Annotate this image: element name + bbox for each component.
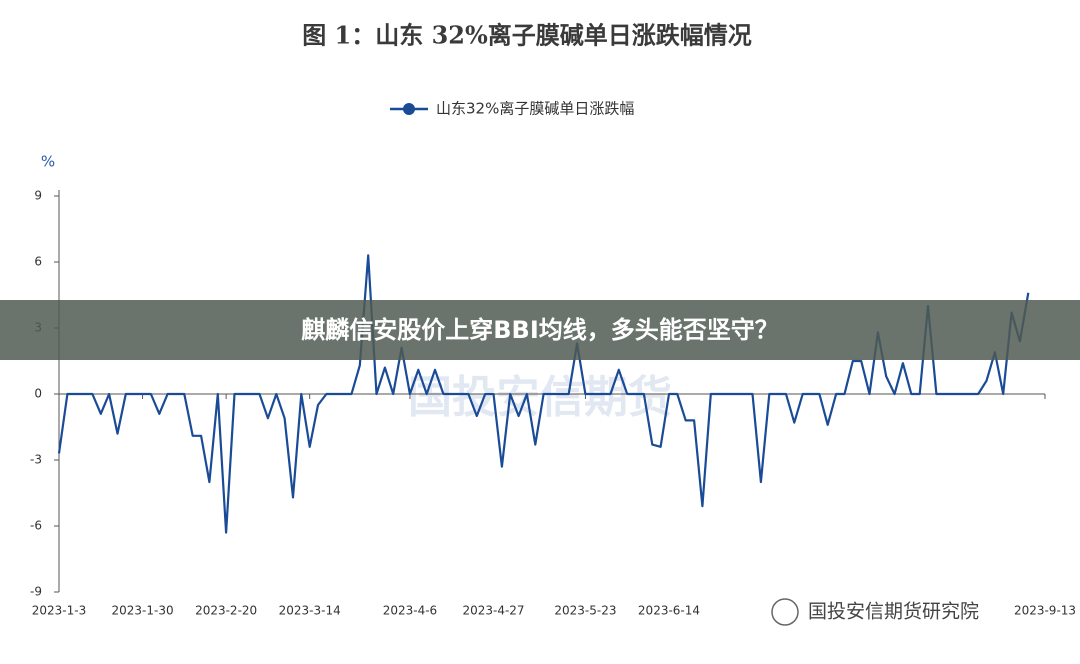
x-tick-label: 2023-1-3 (32, 604, 86, 618)
headline-band (0, 300, 1080, 360)
y-tick-label: -3 (30, 453, 42, 467)
y-unit: % (41, 153, 55, 171)
x-tick-label: 2023-3-14 (279, 604, 341, 618)
watermark-corner: 国投安信期货研究院 (808, 601, 979, 623)
plot: -9-6-303692023-1-32023-1-302023-2-202023… (30, 189, 1076, 618)
y-tick-label: -6 (30, 519, 42, 533)
y-tick-label: 9 (34, 189, 42, 203)
y-tick-label: -9 (30, 585, 42, 599)
headline: 麒麟信安股价上穿BBI均线，多头能否坚守？ (301, 316, 779, 344)
legend-marker (403, 103, 415, 115)
y-tick-label: 0 (34, 387, 42, 401)
x-tick-label: 2023-4-27 (462, 604, 524, 618)
x-tick-label: 2023-9-13 (1014, 604, 1076, 618)
x-tick-label: 2023-4-6 (383, 604, 437, 618)
chart-title: 图 1：山东 32%离子膜碱单日涨跌幅情况 (302, 21, 752, 50)
x-tick-label: 2023-6-14 (638, 604, 700, 618)
series-line (57, 254, 1030, 534)
x-tick-label: 2023-2-20 (195, 604, 257, 618)
legend-label: 山东32%离子膜碱单日涨跌幅 (436, 100, 634, 118)
wechat-icon (771, 598, 799, 626)
y-tick-label: 6 (34, 255, 42, 269)
x-tick-label: 2023-5-23 (554, 604, 616, 618)
x-tick-label: 2023-1-30 (112, 604, 174, 618)
